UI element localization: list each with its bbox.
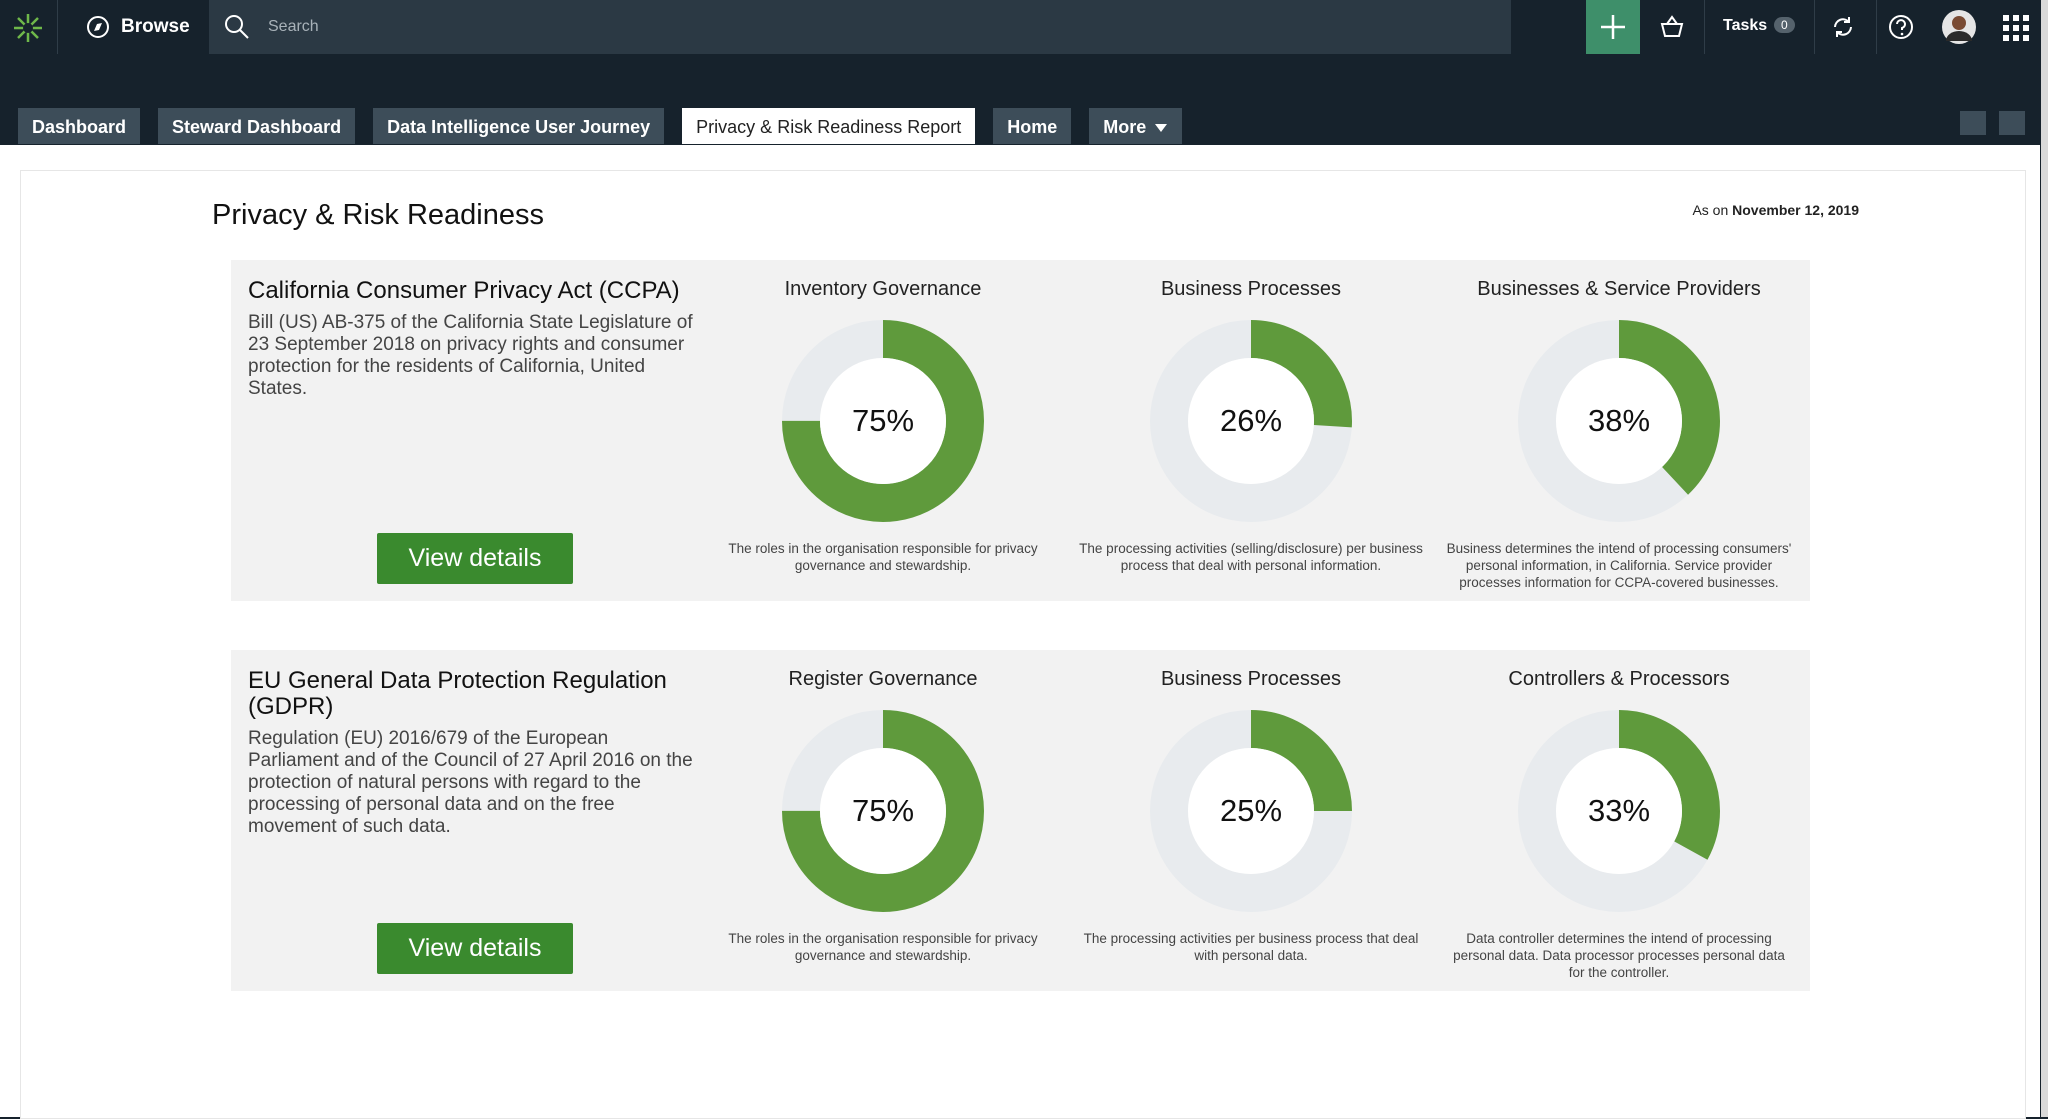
search-icon: [225, 15, 249, 39]
donut-hole: [820, 358, 946, 484]
donut: [1150, 320, 1352, 522]
donut: [1518, 320, 1720, 522]
browse[interactable]: Browse: [121, 16, 190, 37]
donut-hole: [1556, 748, 1682, 874]
gauge-title: Inventory Governance: [784, 278, 982, 300]
gauge-description: The roles in the organisation responsibl…: [728, 541, 1038, 573]
gauge-title: Business Processes: [1160, 278, 1342, 300]
avatar[interactable]: [1941, 9, 1977, 45]
donut-arc: [1518, 320, 1720, 522]
search-placeholder: Search: [268, 18, 319, 35]
add-button[interactable]: [1586, 0, 1640, 54]
gauge-title: Businesses & Service Providers: [1477, 278, 1761, 300]
donut-arc: [782, 320, 984, 522]
basket-icon[interactable]: [1659, 15, 1685, 39]
report-title: Privacy & Risk Readiness: [212, 199, 544, 231]
as-on-label: As on: [1692, 202, 1729, 218]
gauge-title: Register Governance: [788, 668, 978, 690]
gauge-value: 25%: [1219, 793, 1283, 828]
tab[interactable]: Data Intelligence User Journey: [373, 108, 665, 144]
donut: [782, 710, 984, 912]
section-description: Regulation (EU) 2016/679 of the European…: [248, 728, 693, 837]
scrollbar: [2041, 0, 2048, 1117]
as-on: As on November 12, 2019: [1692, 202, 1859, 218]
report-date: November 12, 2019: [1732, 202, 1859, 218]
gauge-title: Business Processes: [1160, 668, 1342, 690]
gauge-value: 75%: [851, 403, 915, 438]
menu-button[interactable]: [1999, 111, 2025, 135]
logo[interactable]: [12, 12, 44, 44]
tasks-count: 0: [1774, 17, 1795, 33]
gauge-value: 75%: [851, 793, 915, 828]
gauge-value: 26%: [1219, 403, 1283, 438]
donut-hole: [1188, 358, 1314, 484]
tasks[interactable]: Tasks: [1723, 17, 1768, 34]
gauge-description: The roles in the organisation responsibl…: [728, 931, 1038, 963]
gauge-description: Business determines the intend of proces…: [1446, 541, 1792, 590]
donut-arc: [1150, 710, 1352, 912]
share-button[interactable]: [1960, 111, 1986, 135]
refresh-icon[interactable]: [1830, 14, 1856, 40]
section-panel: EU General Data Protection Regulation (G…: [231, 650, 1810, 991]
section-title: California Consumer Privacy Act (CCPA): [248, 277, 680, 304]
gauge-description: The processing activities per business p…: [1083, 931, 1419, 963]
donut: [782, 320, 984, 522]
browse-icon[interactable]: [85, 14, 111, 40]
donut: [1150, 710, 1352, 912]
help-icon[interactable]: [1888, 14, 1914, 40]
section-panel: California Consumer Privacy Act (CCPA) Bi…: [231, 260, 1810, 601]
top-bar: Browse Search Tasks 0: [0, 0, 2048, 54]
section-title: EU General Data Protection Regulation (G…: [248, 667, 667, 720]
view-details-button[interactable]: View details: [377, 533, 573, 584]
donut-arc: [1518, 710, 1720, 912]
donut-hole: [1188, 748, 1314, 874]
gauge-value: 33%: [1587, 793, 1651, 828]
caret: [1155, 124, 1168, 132]
donut-hole: [1556, 358, 1682, 484]
tab[interactable]: Privacy & Risk Readiness Report: [682, 108, 976, 144]
tab[interactable]: More: [1089, 108, 1183, 144]
donut-hole: [820, 748, 946, 874]
tab-bar: Dashboard Steward Dashboard Data Intellige…: [18, 108, 1183, 144]
gauge-description: The processing activities (selling/discl…: [1079, 541, 1423, 573]
gauge-value: 38%: [1587, 403, 1651, 438]
donut-arc: [782, 710, 984, 912]
tab[interactable]: Steward Dashboard: [158, 108, 356, 144]
gauge-description: Data controller determines the intend of…: [1453, 931, 1785, 980]
search-box[interactable]: Search: [209, 0, 1511, 54]
tab[interactable]: Home: [993, 108, 1072, 144]
apps-icon[interactable]: [2003, 15, 2029, 41]
donut: [1518, 710, 1720, 912]
donut-arc: [1150, 320, 1352, 522]
gauge-title: Controllers & Processors: [1508, 668, 1730, 690]
tab[interactable]: Dashboard: [18, 108, 141, 144]
section-description: Bill (US) AB-375 of the California State…: [248, 312, 693, 399]
view-details-button[interactable]: View details: [377, 923, 573, 974]
